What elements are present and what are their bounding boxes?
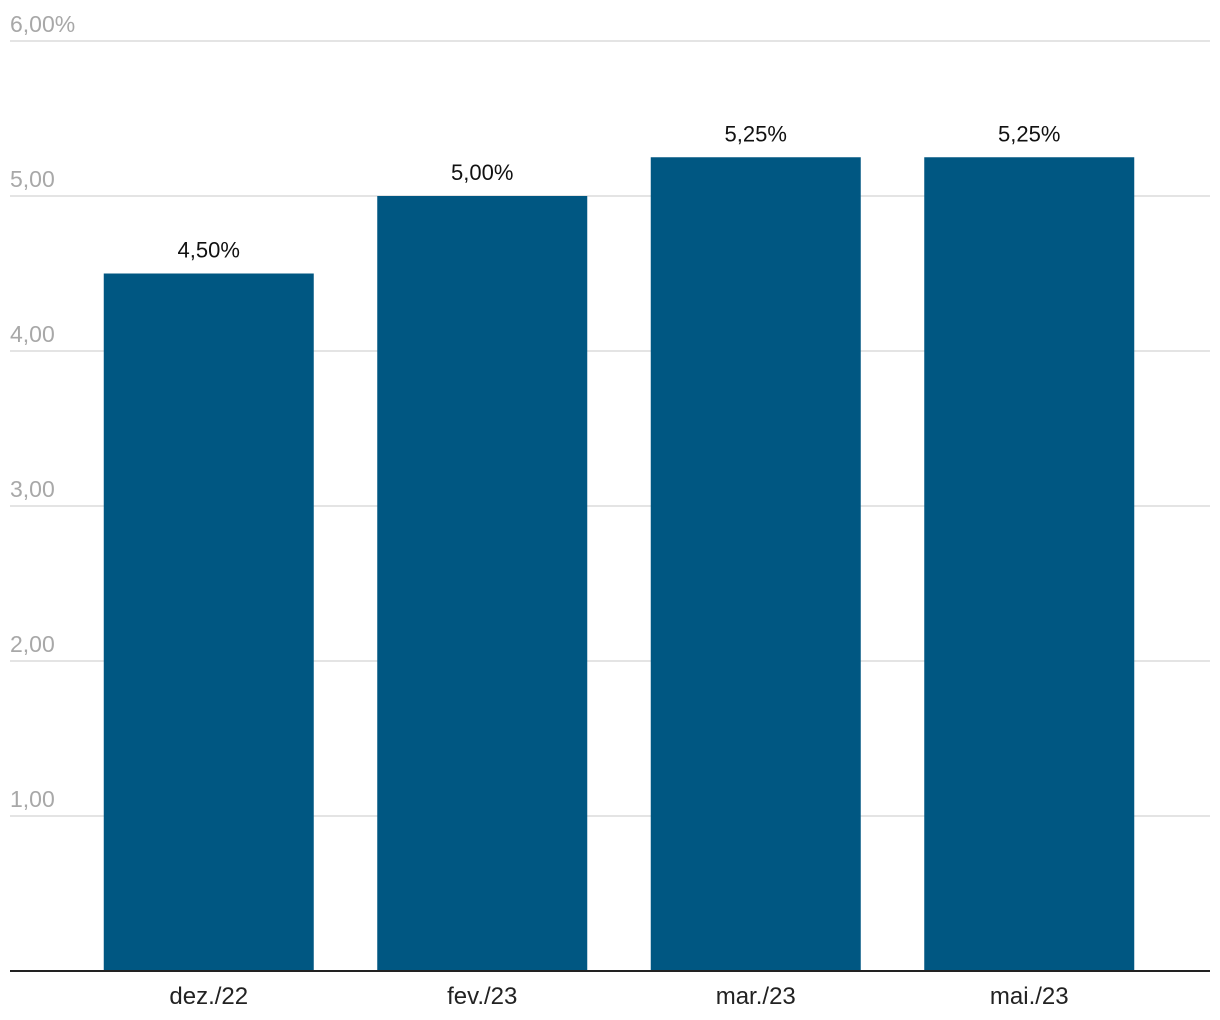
bar-3 xyxy=(924,157,1135,971)
bar-2 xyxy=(650,157,861,971)
x-axis-tick-labels: dez./22 fev./23 mar./23 mai./23 xyxy=(169,983,1068,1010)
y-tick-label: 1,00 xyxy=(10,786,55,812)
bars xyxy=(103,157,1135,971)
data-labels: 4,50% 5,00% 5,25% 5,25% xyxy=(178,121,1061,262)
x-tick-label-3: mai./23 xyxy=(990,983,1069,1010)
bar-0 xyxy=(103,273,314,971)
bar-1 xyxy=(377,196,588,971)
data-label-0: 4,50% xyxy=(178,238,240,263)
y-tick-label: 2,00 xyxy=(10,631,55,657)
data-label-1: 5,00% xyxy=(451,160,513,185)
data-label-2: 5,25% xyxy=(725,121,787,146)
x-tick-label-2: mar./23 xyxy=(716,983,796,1010)
x-tick-label-0: dez./22 xyxy=(169,983,248,1010)
y-tick-label: 6,00% xyxy=(10,11,75,37)
x-tick-label-1: fev./23 xyxy=(447,983,517,1010)
y-tick-label: 4,00 xyxy=(10,321,55,347)
data-label-3: 5,25% xyxy=(998,121,1060,146)
y-tick-label: 3,00 xyxy=(10,476,55,502)
y-tick-label: 5,00 xyxy=(10,166,55,192)
